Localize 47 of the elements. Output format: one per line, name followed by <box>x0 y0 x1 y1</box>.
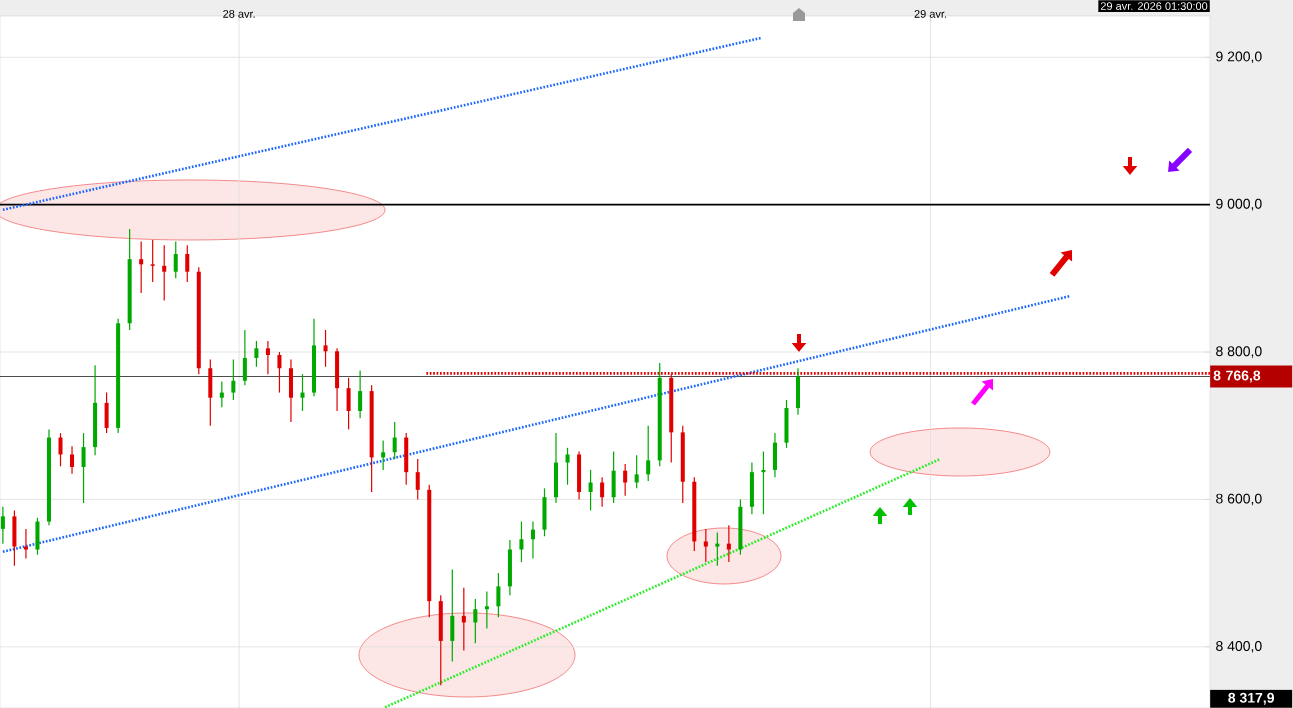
candlestick <box>565 447 570 486</box>
candlestick <box>219 380 224 408</box>
text: 29 avr. 2026 01:30:00 <box>1100 2 1208 10</box>
candlestick <box>173 240 178 279</box>
candlestick <box>415 458 420 501</box>
candlestick <box>150 239 155 283</box>
candlestick <box>703 528 708 563</box>
candlestick <box>346 377 351 431</box>
candlestick <box>81 432 86 504</box>
candlestick <box>623 463 628 497</box>
candlestick <box>277 351 282 394</box>
candlestick <box>634 454 639 489</box>
candlestick <box>139 240 144 294</box>
y-tick-label: 9 200,0 <box>1216 51 1262 64</box>
candlestick <box>0 506 5 545</box>
candlestick <box>58 432 63 467</box>
candlestick <box>392 421 397 460</box>
y-tick-label: 8 800,0 <box>1216 346 1262 358</box>
candlestick <box>588 469 593 512</box>
candlestick <box>726 524 731 563</box>
x-tick-label: 28 avr. <box>223 10 255 18</box>
candlestick <box>70 445 75 475</box>
candlestick <box>473 598 478 644</box>
candlestick <box>323 329 328 368</box>
candlestick <box>185 244 190 283</box>
candlestick <box>496 572 501 618</box>
text: 8 317,9 <box>1228 692 1274 705</box>
y-tick-label: 8 600,0 <box>1216 493 1262 506</box>
candlestick <box>242 329 247 386</box>
candlestick <box>600 476 605 508</box>
candlestick <box>265 340 270 375</box>
candlestick <box>381 439 386 471</box>
candlestick <box>23 528 28 559</box>
candlestick <box>358 369 363 419</box>
candlestick <box>646 425 651 482</box>
candlestick <box>300 373 305 412</box>
candlestick <box>254 340 259 368</box>
y-tick-label: 9 000,0 <box>1216 198 1262 211</box>
candlestick <box>484 590 489 629</box>
candlestick <box>715 531 720 567</box>
candlestick <box>530 520 535 559</box>
candlestick <box>519 520 524 563</box>
x-tick-label: 29 avr. <box>914 10 947 18</box>
ref-line-label: 8 766,8 <box>1213 370 1261 383</box>
y-tick-label: 8 400,0 <box>1216 641 1262 653</box>
candlestick <box>231 358 236 401</box>
candlestick <box>162 244 167 302</box>
